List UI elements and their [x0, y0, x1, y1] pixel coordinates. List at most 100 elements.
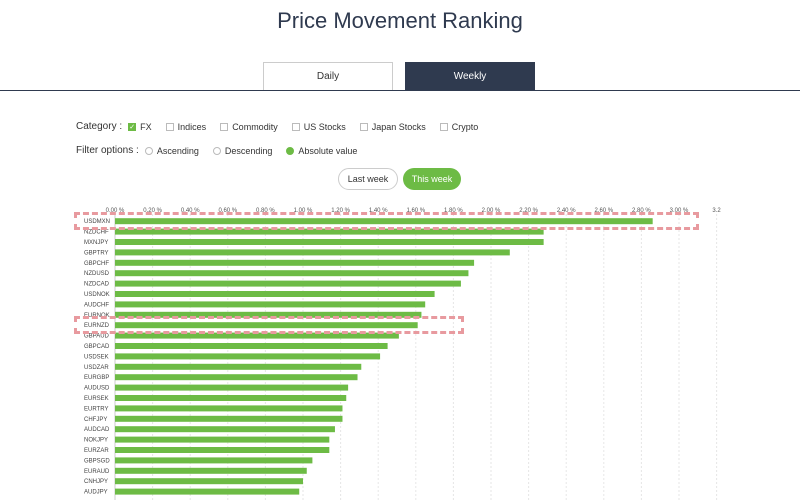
bar-eursek[interactable]: [115, 395, 347, 401]
y-tick-label: NZDCAD: [84, 282, 110, 288]
category-indices[interactable]: Indices: [165, 122, 206, 132]
y-tick-label: GBPSGD: [84, 458, 110, 464]
checkbox-icon[interactable]: [439, 122, 448, 131]
bar-usdmxn[interactable]: [115, 218, 653, 225]
category-commodity[interactable]: Commodity: [220, 122, 278, 132]
bar-audusd[interactable]: [115, 384, 349, 391]
x-tick-label: 0.80 %: [256, 208, 275, 214]
category-fx[interactable]: ✓ FX: [128, 121, 152, 132]
y-tick-label: CNHJPY: [84, 479, 108, 485]
bar-audchf[interactable]: [115, 301, 426, 308]
y-tick-label: GBPCAD: [84, 344, 110, 350]
option-descending[interactable]: Descending: [212, 146, 272, 156]
x-tick-label: 0.60 %: [218, 208, 237, 214]
y-tick-label: AUDCHF: [84, 302, 109, 308]
x-tick-label: 1.00 %: [294, 208, 313, 214]
y-tick-label: GBPTRY: [84, 250, 109, 256]
x-tick-label: 0.00 %: [106, 208, 125, 214]
checkbox-icon[interactable]: [359, 122, 368, 131]
last-week-button[interactable]: Last week: [338, 168, 398, 190]
x-tick-label: 2.20 %: [519, 208, 538, 214]
checkbox-icon[interactable]: [291, 122, 300, 131]
y-tick-label: AUDUSD: [84, 386, 110, 392]
bar-gbpchf[interactable]: [115, 259, 475, 266]
tab-daily[interactable]: Daily: [263, 62, 393, 90]
category-japan-stocks[interactable]: Japan Stocks: [359, 122, 426, 132]
category-label: Category :: [76, 121, 123, 132]
bar-usdsek[interactable]: [115, 353, 381, 360]
y-tick-label: NOKJPY: [84, 438, 108, 444]
bar-euraud[interactable]: [115, 467, 307, 474]
y-tick-label: EURAUD: [84, 469, 110, 475]
x-tick-label: 1.20 %: [331, 208, 350, 214]
x-tick-label: 1.60 %: [406, 208, 425, 214]
y-tick-label: CHFJPY: [84, 417, 107, 423]
radio-icon[interactable]: [212, 146, 221, 155]
bar-eurnok[interactable]: [115, 311, 422, 318]
filter-options-row: Filter options : Ascending Descending Ab…: [76, 145, 371, 156]
x-tick-label: 1.40 %: [369, 208, 388, 214]
y-tick-label: AUDCAD: [84, 427, 110, 433]
category-crypto[interactable]: Crypto: [439, 122, 478, 132]
bar-eurzar[interactable]: [115, 447, 330, 453]
option-absolute-value[interactable]: Absolute value: [286, 146, 357, 156]
bar-nokjpy[interactable]: [115, 436, 330, 443]
radio-selected-icon[interactable]: [286, 146, 295, 155]
x-tick-label: 2.00 %: [482, 208, 501, 214]
tab-weekly[interactable]: Weekly: [405, 62, 535, 90]
y-tick-label: GBPAUD: [84, 334, 110, 340]
x-tick-label: 2.80 %: [632, 208, 651, 214]
y-tick-label: NZDUSD: [84, 271, 110, 277]
bar-mxnjpy[interactable]: [115, 239, 544, 245]
x-tick-label: 3.2: [712, 208, 721, 214]
bar-chfjpy[interactable]: [115, 415, 343, 422]
y-tick-label: GBPCHF: [84, 261, 109, 267]
ranking-bar-chart: 0.00 % 0.20 % 0.40 % 0.60 % 0.80 % 1.00 % 1.20…: [84, 208, 721, 500]
bar-gbpsgd[interactable]: [115, 457, 313, 464]
bar-audjpy[interactable]: [115, 488, 300, 495]
bar-gbpcad[interactable]: [115, 343, 388, 349]
bar-usdzar[interactable]: [115, 363, 362, 370]
x-tick-label: 1.80 %: [444, 208, 463, 214]
y-tick-label: USDZAR: [84, 365, 109, 371]
bar-eurgbp[interactable]: [115, 374, 358, 381]
bar-gbpaud[interactable]: [115, 332, 399, 339]
bar-nzdusd[interactable]: [115, 270, 469, 277]
y-tick-label: NZDCHF: [84, 230, 109, 236]
option-ascending[interactable]: Ascending: [144, 146, 199, 156]
y-tick-label: EURTRY: [84, 406, 108, 412]
bar-eurnzd[interactable]: [115, 322, 418, 329]
checkbox-checked-icon[interactable]: ✓: [128, 122, 137, 131]
bar-gbptry[interactable]: [115, 249, 510, 256]
filter-options-label: Filter options :: [76, 145, 139, 156]
x-tick-label: 2.40 %: [557, 208, 576, 214]
bar-nzdchf[interactable]: [115, 228, 544, 235]
y-tick-label: EURGBP: [84, 375, 109, 381]
radio-icon[interactable]: [144, 146, 153, 155]
bar-eurtry[interactable]: [115, 405, 343, 412]
y-tick-label: EURZAR: [84, 448, 109, 454]
y-tick-label: USDSEK: [84, 354, 109, 360]
tabs-divider: [0, 90, 800, 91]
category-us-stocks[interactable]: US Stocks: [291, 122, 346, 132]
x-tick-label: 2.60 %: [594, 208, 613, 214]
y-tick-label: EURNOK: [84, 313, 110, 319]
bar-nzdcad[interactable]: [115, 280, 461, 287]
bar-cnhjpy[interactable]: [115, 478, 303, 485]
y-tick-label: USDMXN: [84, 219, 110, 225]
y-tick-label: MXNJPY: [84, 240, 108, 246]
y-tick-label: EURSEK: [84, 396, 109, 402]
checkbox-icon[interactable]: [165, 122, 174, 131]
checkbox-icon[interactable]: [220, 122, 229, 131]
bar-usdnok[interactable]: [115, 291, 435, 297]
x-tick-label: 0.40 %: [181, 208, 200, 214]
x-tick-label: 0.20 %: [143, 208, 162, 214]
page-title: Price Movement Ranking: [277, 8, 523, 33]
this-week-button[interactable]: This week: [403, 168, 461, 190]
bar-audcad[interactable]: [115, 426, 335, 433]
y-tick-label: EURNZD: [84, 323, 110, 329]
category-filter-row: Category : ✓ FX Indices Commodity US Stoc…: [76, 121, 492, 132]
y-tick-label: AUDJPY: [84, 490, 108, 496]
y-tick-label: USDNOK: [84, 292, 110, 298]
x-tick-label: 3.00 %: [670, 208, 689, 214]
